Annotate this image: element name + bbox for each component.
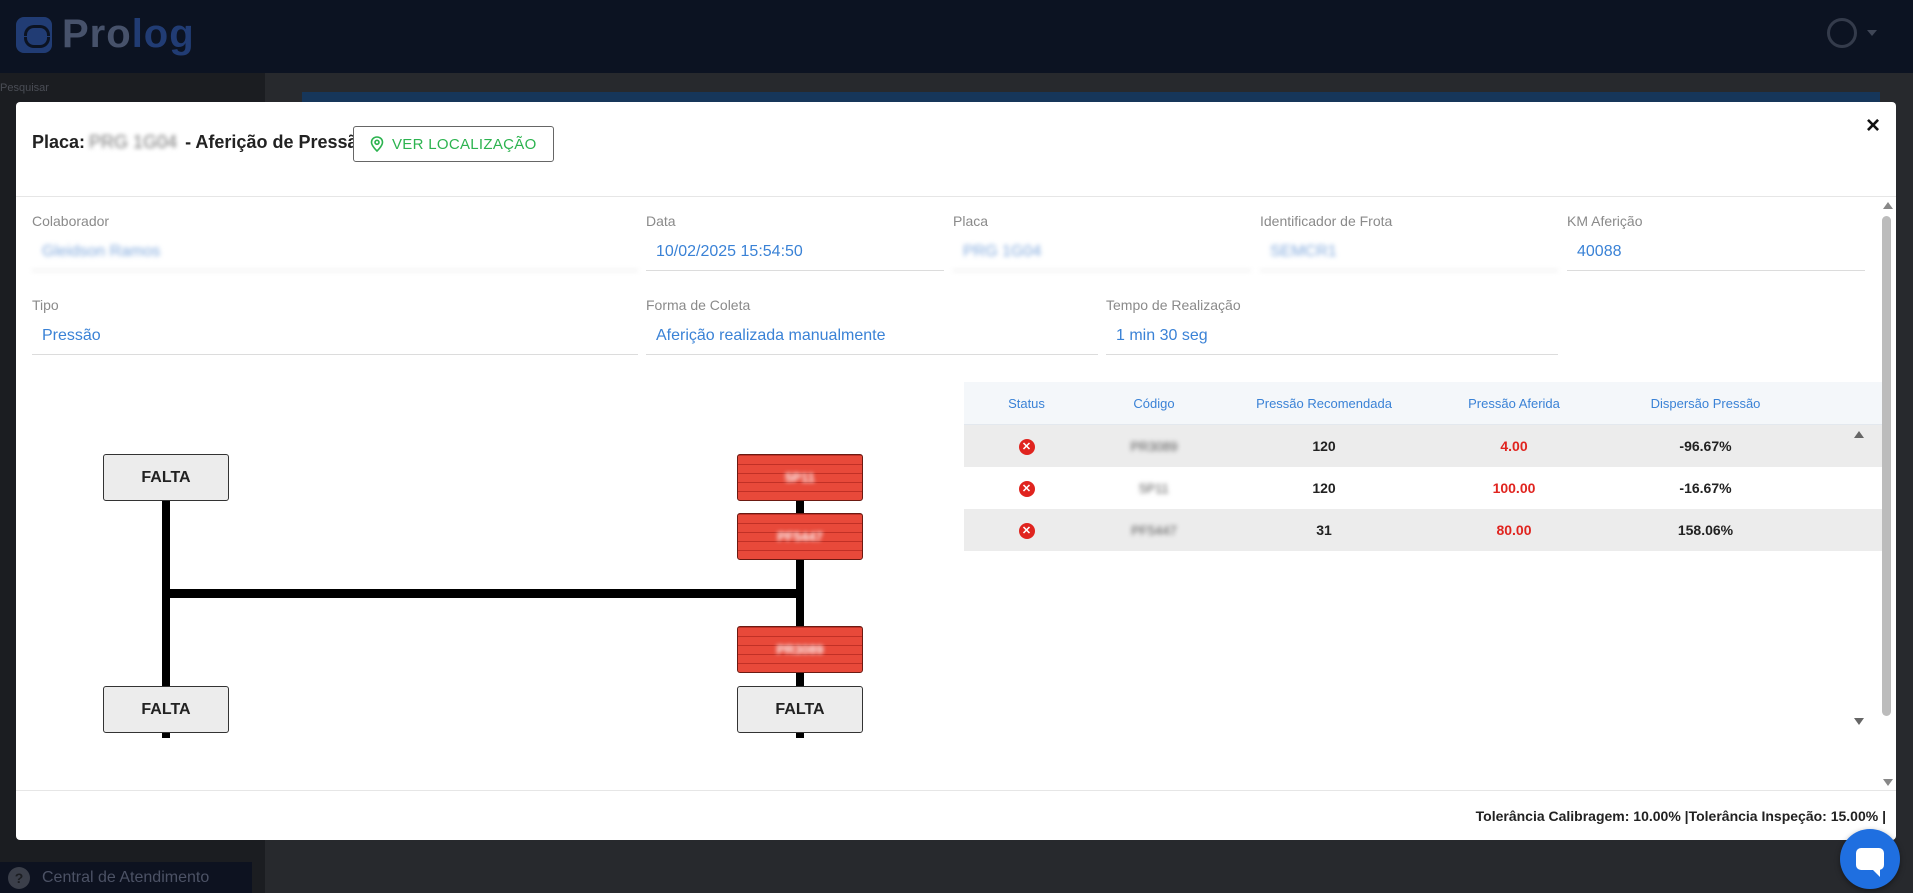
field-label: Tipo bbox=[32, 297, 59, 313]
modal-scrollbar[interactable] bbox=[1880, 198, 1894, 790]
status-cell: ✕ bbox=[964, 479, 1089, 498]
field-label: Forma de Coleta bbox=[646, 297, 751, 313]
scroll-up-icon[interactable] bbox=[1854, 431, 1864, 438]
field-placa: Placa PRG 1G04 bbox=[953, 213, 1251, 271]
field-tempo-realizacao: Tempo de Realização 1 min 30 seg bbox=[1106, 297, 1558, 355]
user-avatar-icon[interactable] bbox=[1827, 18, 1857, 48]
content-header-strip bbox=[302, 92, 1880, 102]
field-label: Placa bbox=[953, 213, 989, 229]
pressure-measurement-modal: Placa: PRG 1G04 - Aferição de Pressão VE… bbox=[16, 102, 1896, 840]
chevron-down-icon[interactable] bbox=[1867, 30, 1877, 36]
column-header-codigo[interactable]: Código bbox=[1133, 395, 1175, 411]
left-axle-line bbox=[162, 501, 170, 738]
code-cell: PF5447 bbox=[1131, 523, 1177, 538]
recommended-pressure-cell: 31 bbox=[1316, 522, 1332, 538]
logo-icon bbox=[16, 16, 52, 53]
status-cell: ✕ bbox=[964, 521, 1089, 540]
dispersion-cell: -96.67% bbox=[1679, 438, 1732, 454]
view-location-button[interactable]: VER LOCALIZAÇÃO bbox=[353, 126, 554, 162]
measured-pressure-cell: 4.00 bbox=[1500, 438, 1528, 454]
title-plate: PRG 1G04 bbox=[89, 132, 178, 152]
modal-title: Placa: PRG 1G04 - Aferição de Pressão bbox=[32, 132, 369, 153]
field-km-afericao: KM Aferição 40088 bbox=[1567, 213, 1865, 271]
tire-position[interactable]: FALTA bbox=[103, 454, 229, 501]
measured-pressure-cell: 80.00 bbox=[1496, 522, 1532, 538]
tire-position[interactable]: PR3089 bbox=[737, 626, 863, 673]
prolog-logo[interactable]: Prolog bbox=[16, 12, 195, 57]
table-row[interactable]: ✕ 5P11 120 100.00 -16.67% bbox=[964, 467, 1882, 509]
scroll-up-icon[interactable] bbox=[1883, 202, 1893, 209]
close-icon[interactable]: × bbox=[1865, 112, 1880, 139]
dispersion-cell: -16.67% bbox=[1679, 480, 1732, 496]
tempo-input[interactable]: 1 min 30 seg bbox=[1106, 327, 1558, 355]
measurements-table: Status Código Pressão Recomendada Pressã… bbox=[964, 382, 1882, 551]
right-axle-line bbox=[796, 501, 804, 738]
column-header-status[interactable]: Status bbox=[1008, 395, 1045, 411]
recommended-pressure-cell: 120 bbox=[1312, 480, 1336, 496]
column-header-pressao-aferida[interactable]: Pressão Aferida bbox=[1468, 395, 1560, 411]
code-cell: 5P11 bbox=[1139, 481, 1169, 496]
field-colaborador: Colaborador Gleidson Ramos bbox=[32, 213, 638, 271]
scrollbar-thumb[interactable] bbox=[1882, 216, 1891, 716]
field-tipo: Tipo Pressão bbox=[32, 297, 638, 355]
sidebar-help-link[interactable]: ? Central de Atendimento bbox=[0, 862, 252, 893]
km-input[interactable]: 40088 bbox=[1567, 243, 1865, 271]
measured-pressure-cell: 100.00 bbox=[1492, 480, 1536, 496]
table-scrollbar[interactable] bbox=[1852, 425, 1866, 725]
tolerance-info: Tolerância Calibragem: 10.00% |Tolerânci… bbox=[1475, 808, 1886, 824]
field-data: Data 10/02/2025 15:54:50 bbox=[646, 213, 944, 271]
map-pin-icon bbox=[370, 136, 384, 152]
tire-position[interactable]: 5P11 bbox=[737, 454, 863, 501]
help-icon: ? bbox=[8, 866, 30, 889]
column-header-dispersao[interactable]: Dispersão Pressão bbox=[1650, 395, 1761, 411]
field-identificador-frota: Identificador de Frota SEMCR1 bbox=[1260, 213, 1558, 271]
title-prefix: Placa: bbox=[32, 132, 86, 152]
chassis-line bbox=[166, 589, 800, 598]
title-suffix: - Aferição de Pressão bbox=[185, 132, 369, 152]
error-status-icon: ✕ bbox=[1018, 523, 1035, 540]
logo-text: Prolog bbox=[62, 12, 195, 56]
table-row[interactable]: ✕ PR3089 120 4.00 -96.67% bbox=[964, 425, 1882, 467]
tire-position[interactable]: FALTA bbox=[103, 686, 229, 733]
table-row[interactable]: ✕ PF5447 31 80.00 158.06% bbox=[964, 509, 1882, 551]
placa-input[interactable]: PRG 1G04 bbox=[953, 243, 1251, 271]
colaborador-input[interactable]: Gleidson Ramos bbox=[32, 243, 638, 271]
tipo-input[interactable]: Pressão bbox=[32, 327, 638, 355]
error-status-icon: ✕ bbox=[1018, 481, 1035, 498]
help-label: Central de Atendimento bbox=[42, 868, 210, 886]
field-label: KM Aferição bbox=[1567, 213, 1643, 229]
table-header: Status Código Pressão Recomendada Pressã… bbox=[964, 382, 1882, 425]
field-label: Identificador de Frota bbox=[1260, 213, 1393, 229]
field-label: Colaborador bbox=[32, 213, 110, 229]
forma-coleta-input[interactable]: Aferição realizada manualmente bbox=[646, 327, 1098, 355]
top-navbar: Prolog bbox=[0, 0, 1913, 73]
scroll-down-icon[interactable] bbox=[1854, 718, 1864, 725]
code-cell: PR3089 bbox=[1130, 439, 1178, 454]
status-cell: ✕ bbox=[964, 437, 1089, 456]
field-label: Tempo de Realização bbox=[1106, 297, 1241, 313]
scroll-down-icon[interactable] bbox=[1883, 779, 1893, 786]
modal-header: Placa: PRG 1G04 - Aferição de Pressão VE… bbox=[16, 102, 1896, 197]
error-status-icon: ✕ bbox=[1018, 439, 1035, 456]
chat-bubble-icon bbox=[1856, 848, 1884, 877]
frota-input[interactable]: SEMCR1 bbox=[1260, 243, 1558, 271]
chat-support-button[interactable] bbox=[1840, 829, 1900, 889]
sidebar-search-input[interactable]: Pesquisar bbox=[0, 82, 49, 94]
data-input[interactable]: 10/02/2025 15:54:50 bbox=[646, 243, 944, 271]
tire-position[interactable]: PF5447 bbox=[737, 513, 863, 560]
field-forma-coleta: Forma de Coleta Aferição realizada manua… bbox=[646, 297, 1098, 355]
column-header-pressao-recomendada[interactable]: Pressão Recomendada bbox=[1256, 395, 1392, 411]
dispersion-cell: 158.06% bbox=[1677, 522, 1734, 538]
modal-footer: Tolerância Calibragem: 10.00% |Tolerânci… bbox=[16, 790, 1896, 840]
field-label: Data bbox=[646, 213, 676, 229]
tire-position[interactable]: FALTA bbox=[737, 686, 863, 733]
view-location-label: VER LOCALIZAÇÃO bbox=[392, 135, 537, 153]
recommended-pressure-cell: 120 bbox=[1312, 438, 1336, 454]
